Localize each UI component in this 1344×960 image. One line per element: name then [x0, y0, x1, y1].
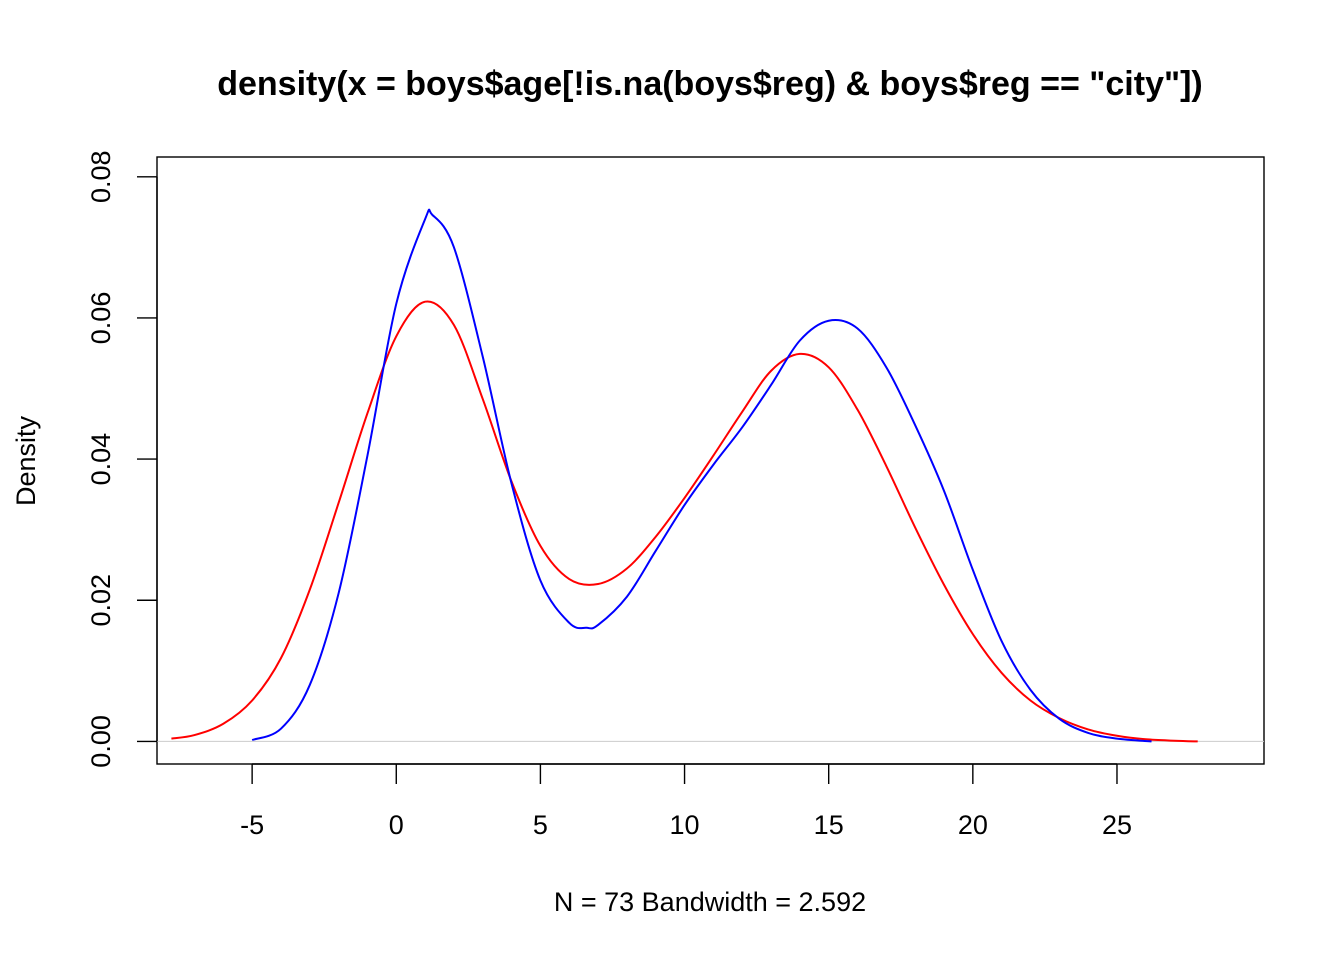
y-tick-label: 0.04	[86, 433, 116, 486]
x-tick-label: 0	[389, 810, 404, 840]
x-tick-label: 10	[670, 810, 700, 840]
x-tick-label: 20	[958, 810, 988, 840]
y-tick-label: 0.00	[86, 715, 116, 768]
y-axis-label: Density	[11, 415, 41, 506]
density-curve-blue	[251, 208, 1152, 743]
x-axis: -5 0 5 10 15 20 25	[240, 763, 1132, 840]
x-tick-label: 5	[533, 810, 548, 840]
x-tick-label: 25	[1102, 810, 1132, 840]
y-tick-label: 0.08	[86, 150, 116, 203]
chart-title: density(x = boys$age[!is.na(boys$reg) & …	[217, 65, 1203, 103]
y-tick-label: 0.06	[86, 292, 116, 345]
density-curves	[171, 208, 1198, 743]
y-tick-label: 0.02	[86, 574, 116, 627]
x-axis-label: N = 73 Bandwidth = 2.592	[554, 887, 866, 917]
y-axis: 0.00 0.02 0.04 0.06 0.08	[86, 150, 158, 768]
density-curve-red	[171, 300, 1198, 743]
x-tick-label: 15	[814, 810, 844, 840]
x-tick-label: -5	[240, 810, 264, 840]
